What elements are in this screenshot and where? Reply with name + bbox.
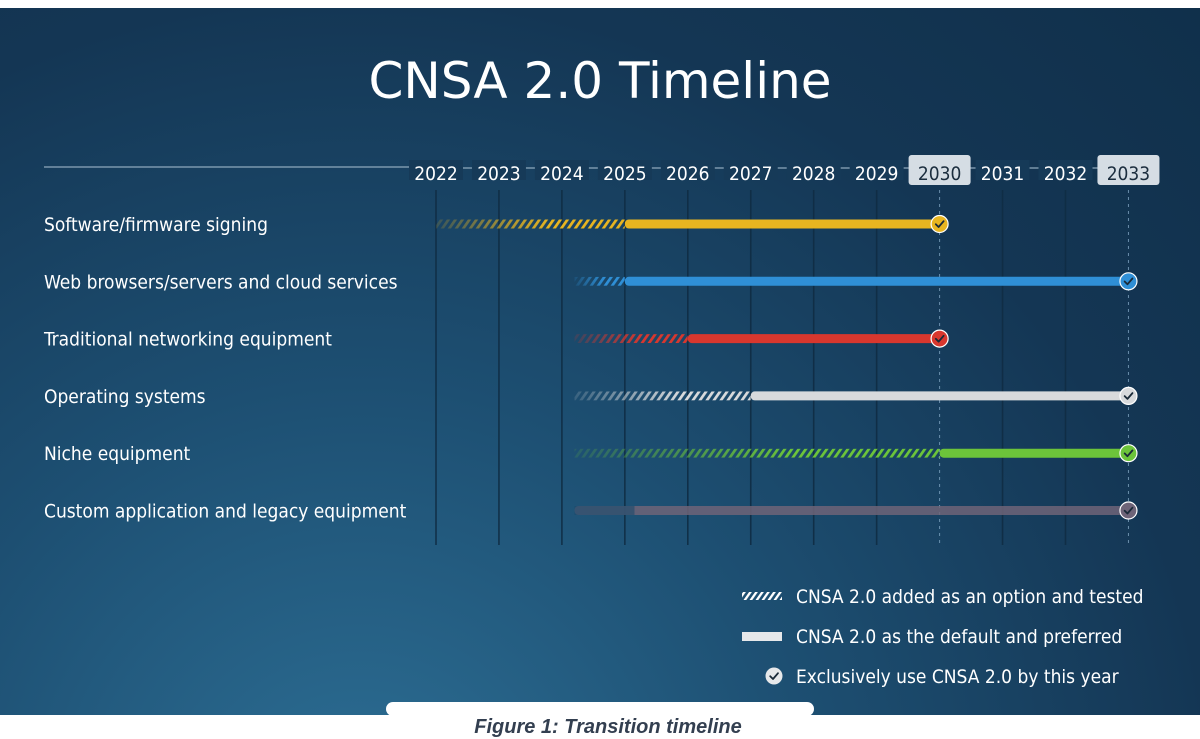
timeline-chart: 2022 2023 2024 2025 2026 2027 2028 2029 2030 2031…	[43, 155, 1160, 688]
figure-caption: Figure 1: Transition timeline	[474, 716, 742, 738]
tick-highlight-2033	[1097, 155, 1160, 185]
tick-bg-2029	[849, 160, 904, 180]
check-icon	[1119, 272, 1138, 291]
option-bar-hatched	[574, 448, 940, 458]
legend-label: Exclusively use CNSA 2.0 by this year	[796, 666, 1120, 688]
option-bar-hatched	[574, 391, 751, 401]
legend-label: CNSA 2.0 added as an option and tested	[796, 586, 1143, 608]
legend-check-icon	[765, 667, 783, 685]
row-label: Web browsers/servers and cloud services	[44, 271, 398, 293]
legend-item-solid: CNSA 2.0 as the default and preferred	[742, 626, 1122, 648]
row-0: Software/firmware signing	[44, 214, 949, 236]
default-bar	[624, 219, 940, 229]
tick-label-2023: 2023	[477, 163, 521, 185]
tick-label-2031: 2031	[981, 163, 1025, 185]
tick-label-2024: 2024	[540, 163, 584, 185]
check-icon	[1119, 501, 1138, 520]
check-icon	[930, 329, 949, 348]
option-bar-hatched	[436, 219, 625, 229]
default-bar	[939, 448, 1129, 458]
default-bar	[687, 334, 940, 344]
tick-label-2033: 2033	[1107, 163, 1151, 185]
row-1: Web browsers/servers and cloud services	[44, 271, 1138, 293]
check-icon	[1119, 386, 1138, 405]
tick-label-2022: 2022	[414, 163, 458, 185]
legend-label: CNSA 2.0 as the default and preferred	[796, 626, 1122, 648]
tick-bg-2027	[723, 160, 778, 180]
default-bar	[624, 276, 1129, 286]
row-label: Operating systems	[44, 386, 206, 408]
row-label: Custom application and legacy equipment	[44, 501, 407, 523]
tick-label-2025: 2025	[603, 163, 647, 185]
tick-bg-2032	[1038, 160, 1093, 180]
tick-bg-2028	[786, 160, 841, 180]
caption-bar	[386, 702, 814, 716]
tick-label-2032: 2032	[1044, 163, 1088, 185]
row-5: Custom application and legacy equipment	[44, 501, 1138, 523]
tick-bg-2025	[597, 160, 652, 180]
legend-item-check: Exclusively use CNSA 2.0 by this year	[765, 666, 1120, 688]
legend-item-hatched: CNSA 2.0 added as an option and tested	[742, 586, 1143, 608]
tick-label-2030: 2030	[918, 163, 962, 185]
chart-title: CNSA 2.0 Timeline	[368, 52, 832, 110]
fade-overlay	[574, 506, 635, 515]
default-bar	[574, 506, 1129, 515]
tick-bg-2022	[409, 160, 463, 180]
tick-bg-2031	[975, 160, 1030, 180]
check-icon	[930, 214, 949, 234]
row-label: Software/firmware signing	[44, 214, 268, 236]
row-label: Niche equipment	[44, 443, 191, 465]
legend-swatch-solid	[742, 632, 782, 641]
tick-bg-2024	[534, 160, 589, 180]
tick-label-2027: 2027	[729, 163, 773, 185]
check-icon	[1119, 444, 1138, 463]
tick-bg-2023	[471, 160, 526, 180]
tick-bg-2026	[660, 160, 715, 180]
row-label: Traditional networking equipment	[43, 329, 332, 351]
chart-panel: CNSA 2.0 Timeline 2022 2023 2024 2025 2026 20…	[0, 8, 1200, 715]
default-bar	[750, 391, 1129, 401]
row-3: Operating systems	[44, 386, 1138, 408]
legend-swatch-hatched	[742, 592, 782, 600]
tick-label-2029: 2029	[855, 163, 899, 185]
tick-highlight-2030	[908, 155, 971, 185]
option-bar-hatched	[574, 276, 625, 286]
tick-label-2028: 2028	[792, 163, 836, 185]
row-4: Niche equipment	[44, 443, 1138, 465]
tick-label-2026: 2026	[666, 163, 710, 185]
option-bar-hatched	[574, 334, 688, 344]
row-2: Traditional networking equipment	[43, 329, 949, 351]
